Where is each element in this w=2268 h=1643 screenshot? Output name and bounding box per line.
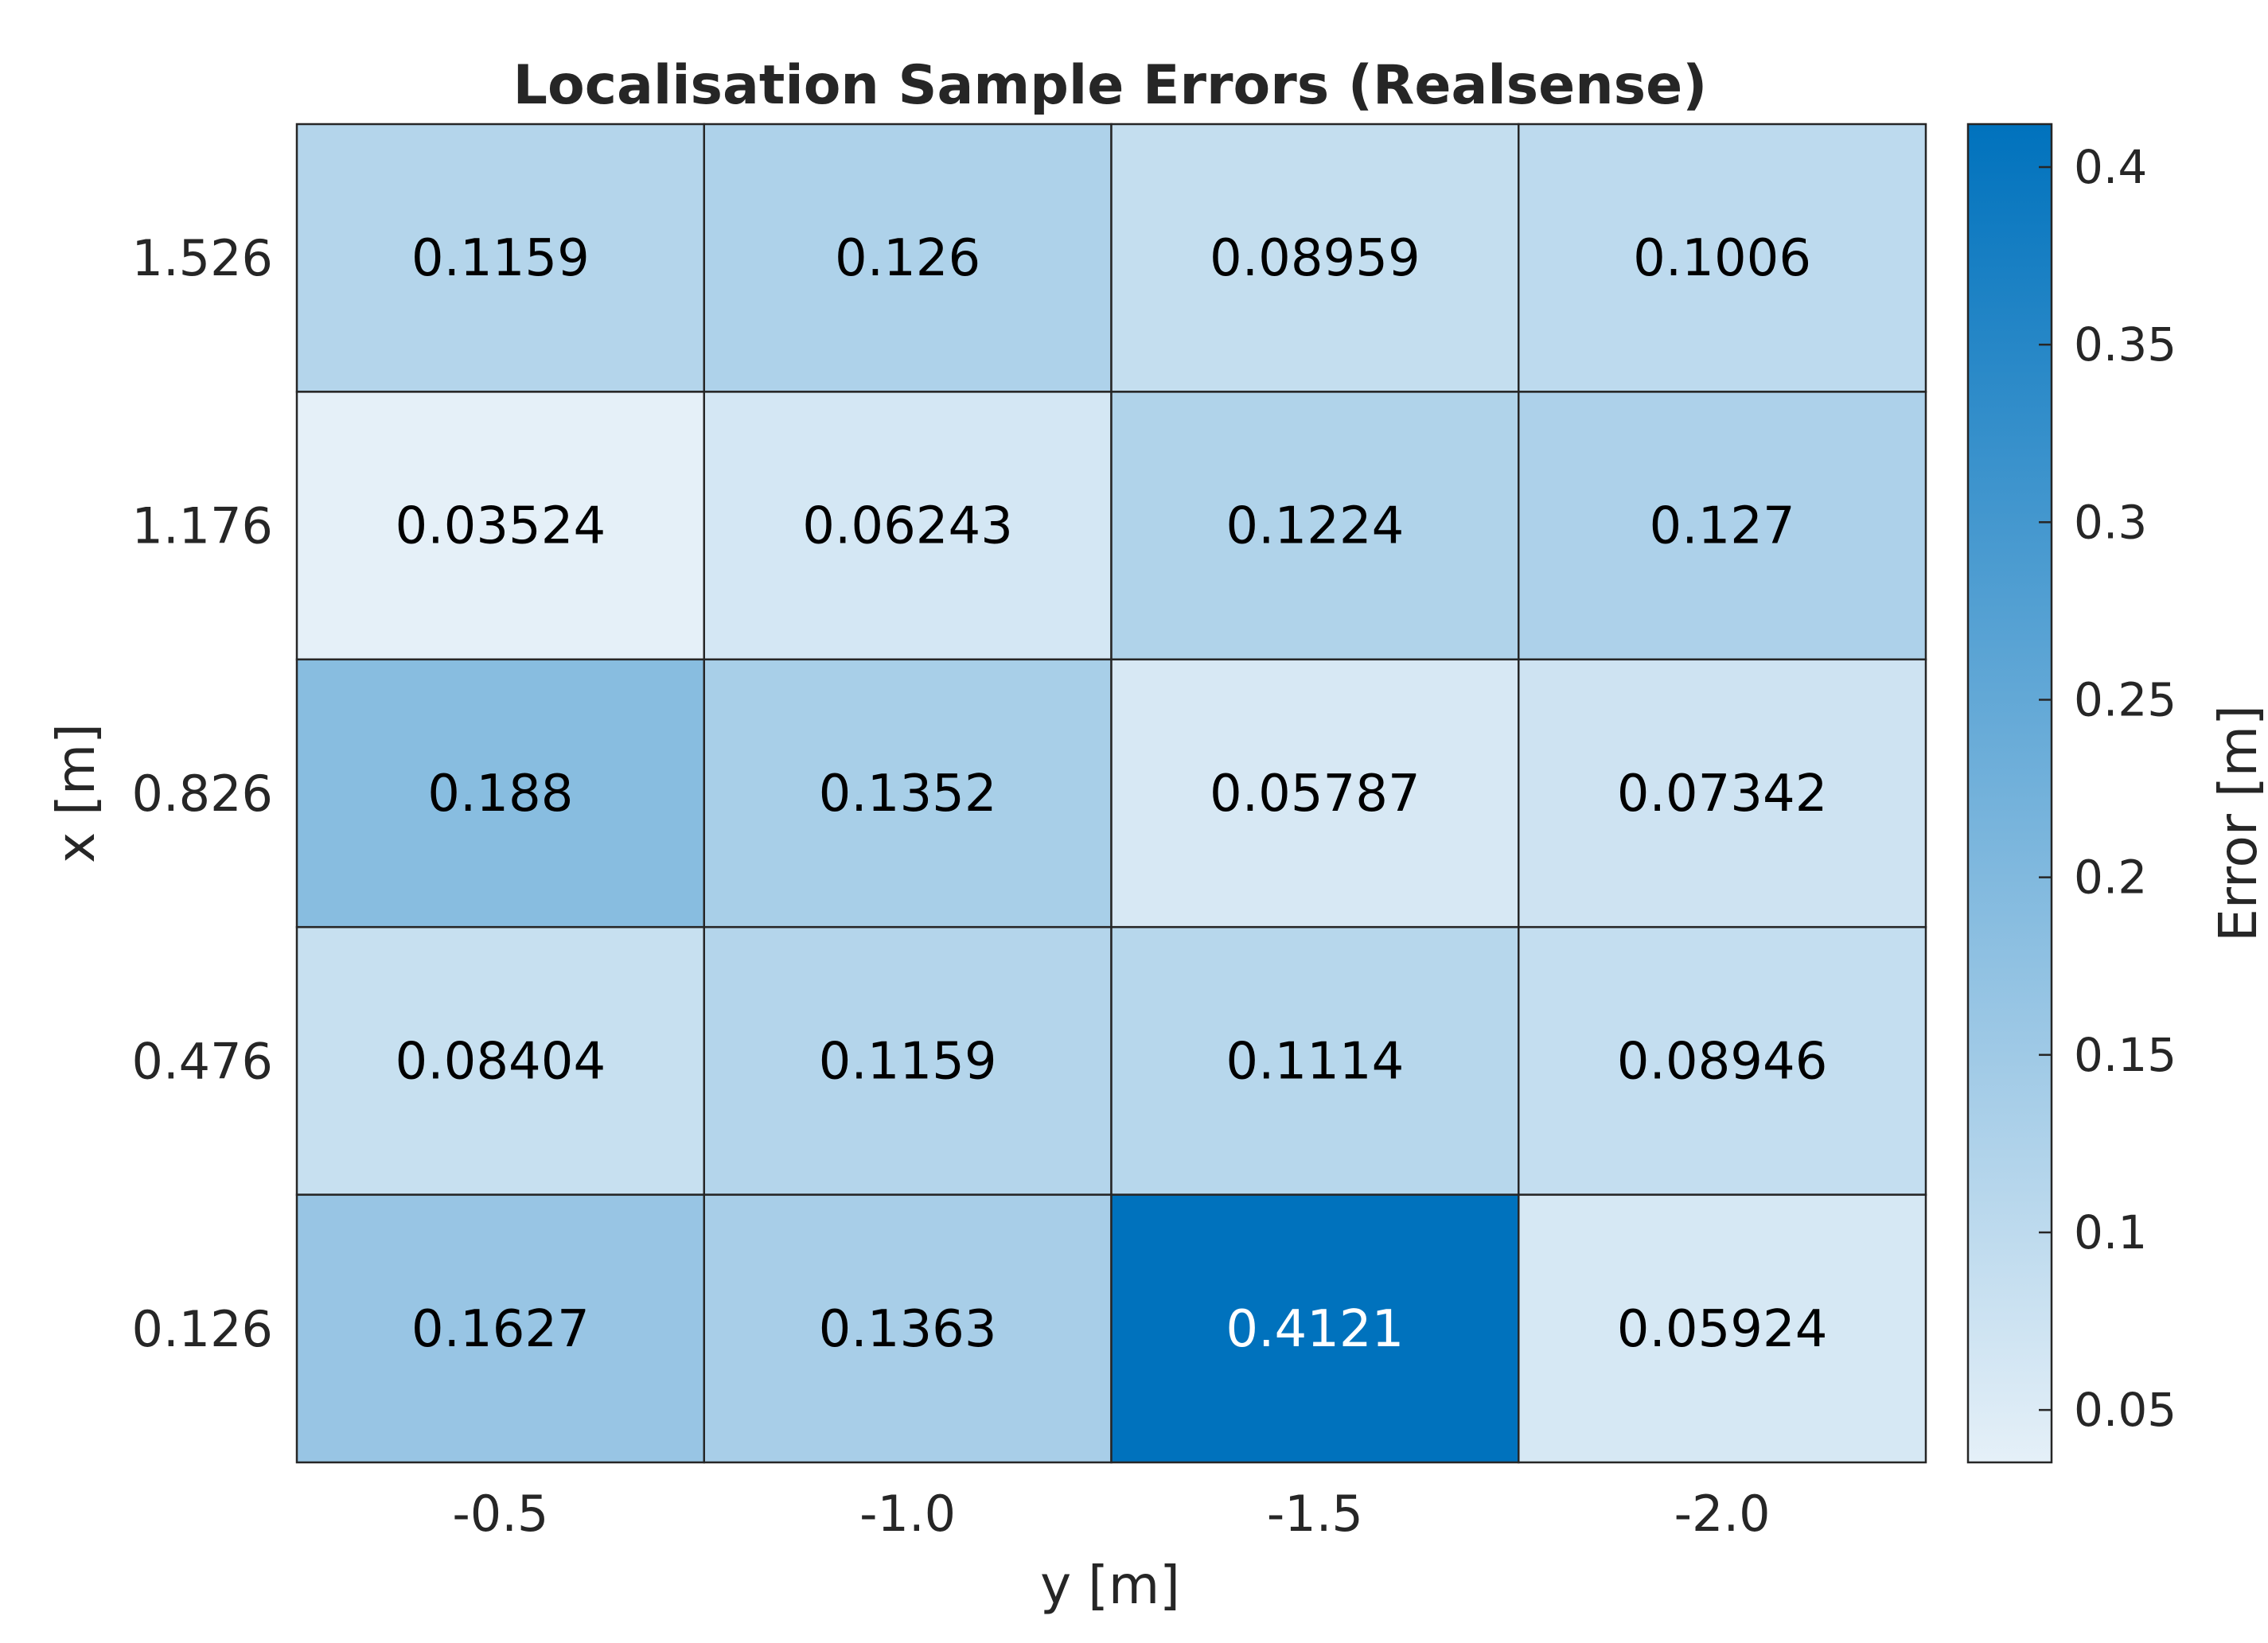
cell-value-label: 0.126 (835, 229, 980, 288)
heatmap-cell (1110, 391, 1520, 661)
heatmap-cell (295, 391, 705, 661)
x-tick-label: -0.5 (452, 1485, 548, 1543)
heatmap-cell (1518, 1193, 1927, 1464)
cell-value-label: 0.188 (427, 765, 573, 823)
cell-value-label: 0.1363 (819, 1300, 997, 1359)
x-axis-label: y [m] (1040, 1555, 1180, 1616)
colorbar-tick-label: 0.35 (2074, 317, 2176, 372)
cell-value-label: 0.06243 (802, 497, 1013, 556)
heatmap-cell (1518, 123, 1927, 393)
cell-value-label: 0.1352 (819, 765, 997, 823)
cell-value-label: 0.4121 (1226, 1300, 1404, 1359)
cell-value-label: 0.1006 (1633, 229, 1811, 288)
y-tick-label: 1.176 (132, 497, 274, 555)
colorbar-tick-label: 0.25 (2074, 672, 2176, 726)
heatmap-cell (1518, 391, 1927, 661)
colorbar-tick-label: 0.3 (2074, 495, 2147, 549)
heatmap-cell (1518, 925, 1927, 1196)
colorbar-tick-label: 0.4 (2074, 140, 2147, 194)
cell-value-label: 0.07342 (1617, 765, 1828, 823)
heatmap-cell (295, 1193, 705, 1464)
colorbar-tick-label: 0.05 (2074, 1383, 2176, 1437)
heatmap-cell (703, 123, 1113, 393)
cell-value-label: 0.05787 (1210, 765, 1420, 823)
heatmap-cell (1110, 1193, 1520, 1464)
cell-value-label: 0.03524 (396, 497, 606, 556)
cell-value-label: 0.1159 (819, 1032, 997, 1091)
y-tick-label: 1.526 (132, 229, 274, 287)
y-tick-labels: 1.526 1.176 0.826 0.476 0.126 (132, 229, 274, 1358)
heatmap-cell (703, 1193, 1113, 1464)
colorbar-gradient (1966, 123, 2053, 1464)
cell-value-label: 0.1627 (411, 1300, 590, 1359)
y-tick-label: 0.126 (132, 1300, 274, 1358)
colorbar-tick-label: 0.15 (2074, 1028, 2176, 1082)
heatmap-cell (1518, 658, 1927, 929)
cell-value-label: 0.05924 (1617, 1300, 1828, 1359)
x-tick-labels: -0.5 -1.0 -1.5 -2.0 (452, 1485, 1770, 1543)
colorbar-tick-label: 0.1 (2074, 1205, 2147, 1260)
heatmap-cell (295, 123, 705, 393)
cell-value-label: 0.1114 (1226, 1032, 1404, 1091)
y-axis-label: x [m] (45, 723, 107, 863)
heatmap-cells: 0.1159 0.126 0.08959 0.1006 0.03524 0.06243 0.… (295, 123, 1927, 1464)
colorbar-tick-label: 0.2 (2074, 851, 2147, 905)
cell-value-label: 0.1159 (411, 229, 590, 288)
heatmap-cell (1110, 123, 1520, 393)
y-tick-label: 0.826 (132, 765, 274, 823)
y-tick-label: 0.476 (132, 1032, 274, 1090)
cell-value-label: 0.08946 (1617, 1032, 1828, 1091)
cell-value-label: 0.08959 (1210, 229, 1420, 288)
x-tick-label: -1.0 (859, 1485, 956, 1543)
heatmap-cell (1110, 925, 1520, 1196)
chart-title: Localisation Sample Errors (Realsense) (513, 54, 1708, 117)
x-tick-label: -1.5 (1267, 1485, 1363, 1543)
heatmap-cell (703, 391, 1113, 661)
heatmap-cell (295, 925, 705, 1196)
x-tick-label: -2.0 (1674, 1485, 1771, 1543)
colorbar: 0.05 0.1 0.15 0.2 0.25 0.3 0.35 0.4 (1966, 123, 2176, 1464)
colorbar-label: Error [m] (2208, 705, 2268, 942)
cell-value-label: 0.127 (1650, 497, 1795, 556)
cell-value-label: 0.1224 (1226, 497, 1404, 556)
heatmap-cell (703, 658, 1113, 929)
cell-value-label: 0.08404 (396, 1032, 606, 1091)
heatmap-cell (703, 925, 1113, 1196)
